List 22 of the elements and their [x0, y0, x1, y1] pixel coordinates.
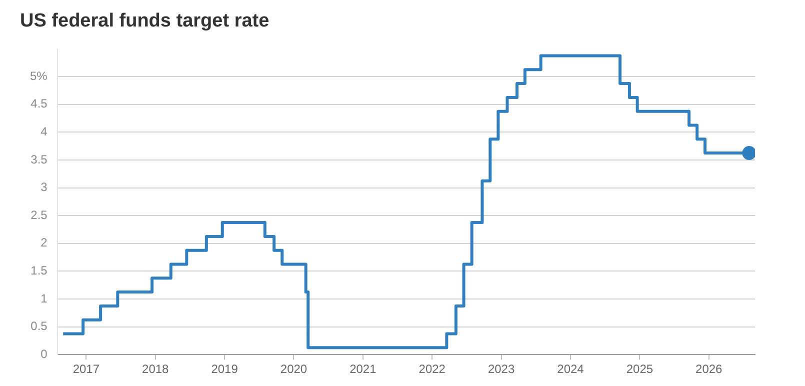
x-tick-label: 2025: [626, 362, 654, 376]
x-tick-label: 2023: [488, 362, 515, 376]
x-tick-label: 2017: [72, 362, 100, 376]
y-tick-label: 0: [40, 346, 48, 361]
x-tick-label: 2020: [280, 362, 308, 376]
y-tick-label: 5%: [30, 68, 48, 83]
y-tick-label: 3: [40, 180, 48, 194]
x-tick-label: 2026: [696, 362, 723, 376]
y-tick-label: 1.5: [30, 264, 48, 278]
x-tick-label: 2024: [557, 362, 584, 376]
y-tick-label: 3.5: [30, 152, 48, 166]
x-tick-label: 2018: [142, 362, 170, 376]
y-tick-label: 4.5: [30, 96, 48, 111]
y-tick-label: 1: [40, 291, 48, 306]
y-tick-label: 4: [40, 124, 48, 139]
chart-title: US federal funds target rate: [20, 10, 270, 32]
y-tick-label: 0.5: [30, 319, 48, 334]
y-tick-label: 2.5: [30, 208, 48, 222]
x-tick-label: 2021: [350, 362, 377, 376]
x-tick-label: 2019: [211, 362, 238, 376]
x-tick-label: 2022: [418, 362, 446, 376]
y-tick-label: 2: [40, 236, 48, 250]
